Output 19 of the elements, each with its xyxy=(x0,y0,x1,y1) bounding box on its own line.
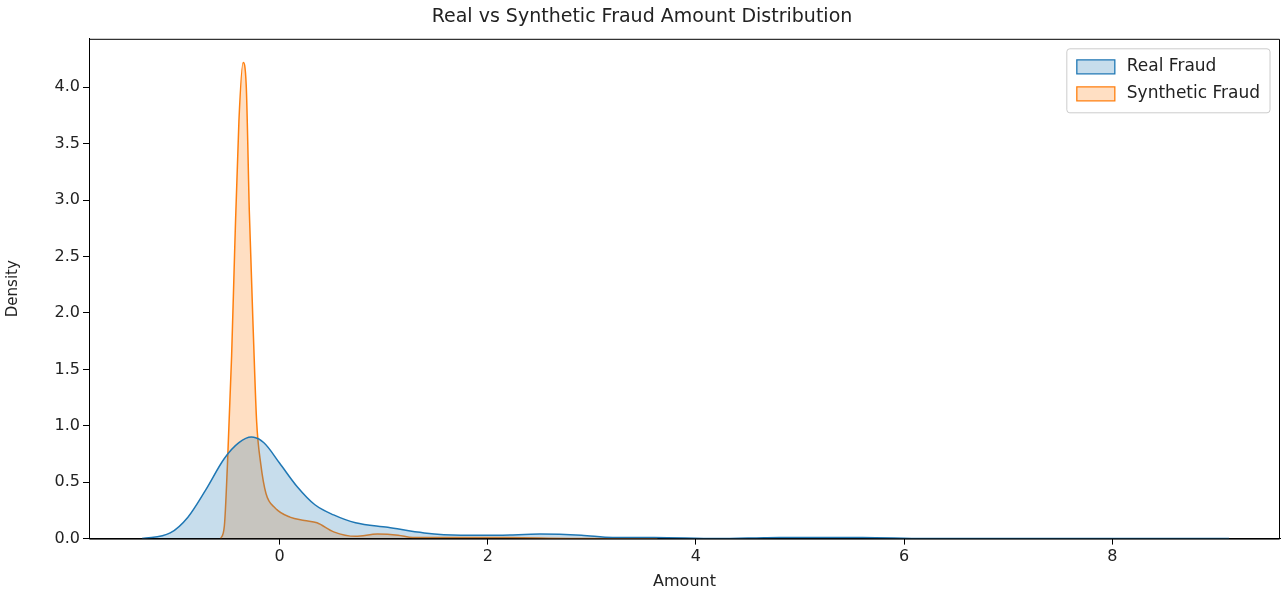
y-tick-label: 4.0 xyxy=(54,76,80,96)
x-tick-label: 0 xyxy=(274,546,285,566)
y-axis-title: Density xyxy=(2,260,21,318)
legend-label: Real Fraud xyxy=(1126,55,1217,76)
y-tick-label: 0.5 xyxy=(54,471,80,491)
y-tick-label: 1.0 xyxy=(54,414,80,434)
y-tick-label: 3.5 xyxy=(54,132,80,152)
x-axis-title: Amount xyxy=(653,570,716,590)
y-tick-label: 1.5 xyxy=(54,358,80,378)
x-tick-label: 6 xyxy=(899,546,910,566)
legend-label: Synthetic Fraud xyxy=(1126,82,1261,103)
chart-title: Real vs Synthetic Fraud Amount Distribution xyxy=(431,4,853,27)
x-tick-label: 8 xyxy=(1107,546,1118,566)
y-tick-label: 3.0 xyxy=(54,189,80,209)
y-tick-label: 0.0 xyxy=(54,527,80,547)
y-tick-label: 2.5 xyxy=(54,245,80,265)
x-tick-label: 2 xyxy=(482,546,493,566)
x-tick-label: 4 xyxy=(690,546,702,566)
y-tick-label: 2.0 xyxy=(54,302,80,322)
